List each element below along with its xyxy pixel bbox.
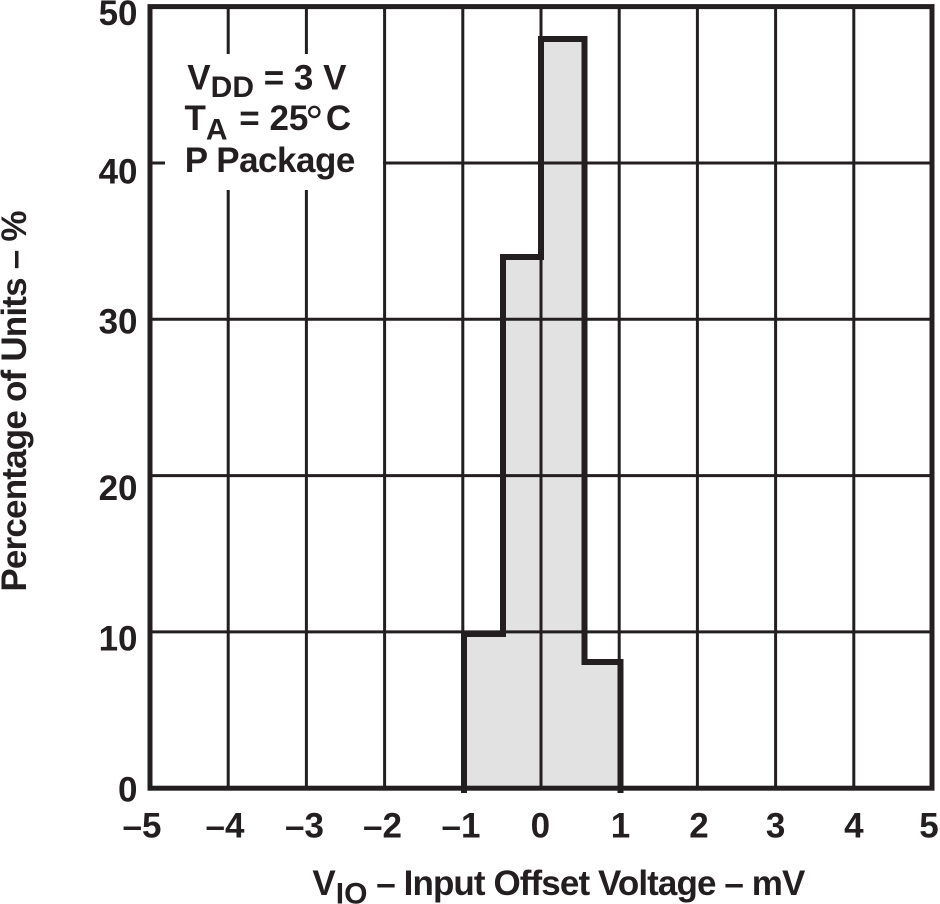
- svg-text:20: 20: [99, 469, 138, 508]
- svg-text:40: 40: [99, 153, 138, 192]
- svg-text:0: 0: [118, 771, 137, 810]
- svg-text:–2: –2: [363, 807, 402, 846]
- svg-text:–4: –4: [206, 807, 245, 846]
- svg-text:VIO – Input Offset Voltage – m: VIO – Input Offset Voltage – mV: [312, 864, 806, 904]
- svg-text:30: 30: [99, 303, 138, 342]
- svg-text:–1: –1: [442, 807, 481, 846]
- svg-text:10: 10: [99, 620, 138, 659]
- svg-text:50: 50: [99, 0, 138, 33]
- svg-text:1: 1: [611, 807, 630, 846]
- svg-text:3: 3: [766, 807, 785, 846]
- svg-text:5: 5: [919, 807, 938, 846]
- svg-text:0: 0: [531, 807, 550, 846]
- svg-text:2: 2: [689, 807, 708, 846]
- svg-text:–3: –3: [285, 807, 324, 846]
- svg-text:P Package: P Package: [185, 141, 355, 180]
- svg-text:–5: –5: [123, 807, 162, 846]
- svg-text:4: 4: [844, 807, 864, 846]
- svg-text:Percentage of Units – %: Percentage of Units – %: [0, 211, 34, 592]
